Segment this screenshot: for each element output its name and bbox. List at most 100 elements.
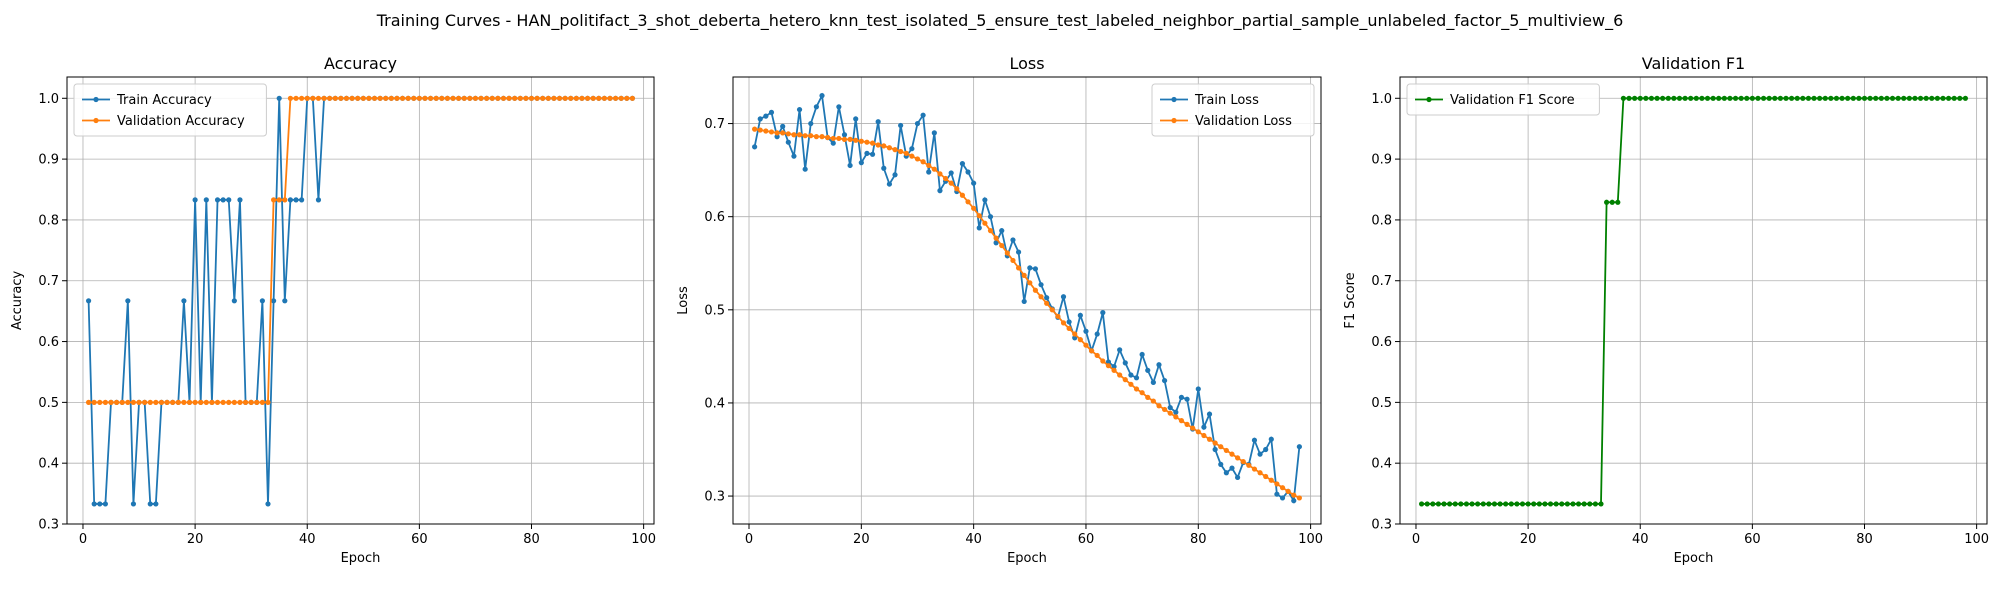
data-point	[158, 399, 165, 405]
data-point	[248, 399, 254, 405]
x-tick-label: 60	[1744, 532, 1761, 547]
data-point	[886, 181, 893, 187]
data-point	[1581, 501, 1587, 507]
data-point	[394, 95, 400, 101]
data-point	[1094, 331, 1100, 337]
x-tick-label: 20	[1520, 532, 1537, 547]
x-tick-label: 80	[1856, 532, 1873, 547]
data-point	[1760, 95, 1767, 101]
data-point	[523, 95, 529, 101]
data-point	[142, 399, 148, 405]
data-point	[1285, 488, 1291, 495]
data-point	[1475, 501, 1481, 507]
data-point	[613, 95, 619, 101]
data-point	[1044, 295, 1050, 301]
data-point	[1150, 379, 1156, 386]
data-point	[965, 169, 971, 175]
data-point	[909, 153, 915, 159]
data-point	[624, 95, 630, 101]
data-point	[91, 501, 97, 507]
data-point	[1660, 95, 1666, 101]
data-point	[1072, 331, 1078, 337]
data-point	[1038, 282, 1044, 288]
data-point	[1218, 444, 1224, 450]
data-point	[1229, 465, 1235, 471]
data-point	[383, 95, 389, 101]
data-point	[1553, 501, 1559, 507]
data-point	[1732, 95, 1739, 101]
data-point	[1463, 501, 1470, 507]
data-point	[590, 95, 596, 101]
data-point	[1296, 495, 1302, 501]
data-point	[836, 135, 842, 142]
data-point	[1268, 436, 1274, 442]
data-point	[1424, 501, 1430, 507]
data-point	[1884, 95, 1890, 101]
data-point	[1206, 411, 1213, 417]
data-point	[864, 139, 870, 145]
data-point	[1032, 287, 1039, 293]
data-point	[948, 180, 954, 186]
data-point	[1783, 95, 1789, 101]
data-point	[444, 95, 450, 101]
x-tick-label: 80	[1190, 532, 1207, 547]
data-point	[1435, 501, 1441, 507]
x-tick-label: 0	[79, 532, 87, 547]
data-point	[254, 399, 260, 405]
axes-frame	[1399, 76, 1988, 525]
data-point	[1575, 501, 1582, 507]
data-point	[265, 399, 271, 405]
data-point	[1044, 300, 1050, 306]
data-point	[757, 127, 763, 133]
data-point	[1951, 95, 1957, 101]
data-point	[847, 136, 853, 142]
data-point	[1100, 310, 1106, 316]
y-tick-label: 0.4	[1371, 457, 1392, 472]
data-point	[1133, 386, 1140, 392]
data-point	[892, 172, 898, 178]
data-point	[271, 298, 277, 304]
data-point	[1598, 501, 1604, 507]
data-point	[1766, 95, 1772, 101]
x-tick-label: 60	[1078, 532, 1095, 547]
y-tick-label: 0.3	[1371, 518, 1392, 533]
data-point	[1503, 501, 1509, 507]
y-axis-label: Accuracy	[10, 271, 25, 331]
data-point	[433, 95, 439, 101]
data-point	[982, 220, 988, 226]
data-point	[276, 95, 282, 101]
x-tick-label: 20	[187, 532, 204, 547]
x-tick-label: 20	[853, 532, 870, 547]
legend-box	[1406, 83, 1600, 116]
data-point	[1156, 403, 1162, 409]
data-point	[1117, 347, 1123, 353]
data-point	[259, 298, 265, 304]
data-point	[220, 197, 226, 203]
data-point	[1066, 319, 1072, 325]
data-point	[886, 145, 893, 151]
data-point	[293, 197, 299, 203]
data-point	[568, 95, 574, 101]
data-point	[332, 95, 338, 101]
legend: Validation F1 Score	[1406, 83, 1600, 116]
data-point	[237, 197, 243, 203]
data-point	[1015, 265, 1022, 271]
data-point	[1889, 95, 1896, 101]
data-point	[1794, 95, 1800, 101]
y-tick-label: 1.0	[38, 92, 59, 107]
data-point	[1845, 95, 1851, 101]
chart-panel-1: 0 20 40 60 80 100 0.3 0.4 0.5 0.6 0.7 0.8 0.9 1.0 Accu…	[10, 54, 656, 566]
y-tick-label: 1.0	[1371, 92, 1392, 107]
data-point	[1671, 95, 1677, 101]
data-point	[1480, 501, 1486, 507]
data-point	[545, 95, 551, 101]
data-point	[1274, 481, 1280, 487]
data-point	[1201, 432, 1207, 439]
data-point	[1021, 272, 1027, 278]
data-point	[1564, 501, 1570, 507]
data-point	[1805, 95, 1812, 101]
plot-area	[752, 92, 1302, 504]
y-tick-label: 0.5	[704, 303, 725, 318]
data-point	[1570, 501, 1576, 507]
data-point	[304, 95, 310, 101]
